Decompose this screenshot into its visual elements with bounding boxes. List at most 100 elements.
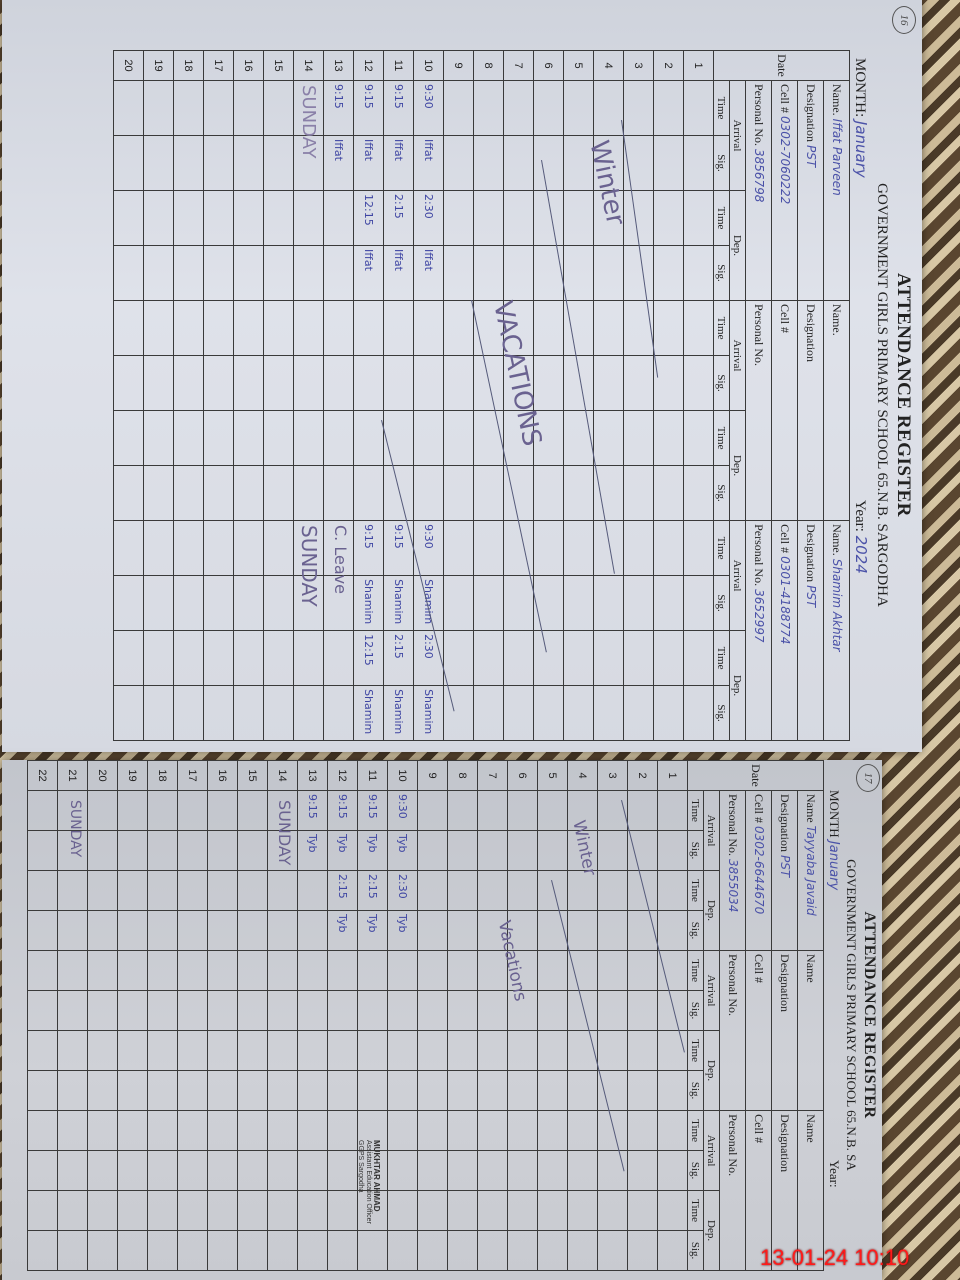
stamp-line: GGPS Sargodha: [357, 1140, 364, 1193]
time-cell: [147, 1110, 178, 1151]
table-row: 19: [143, 50, 174, 741]
signature-cell: Tyb: [297, 830, 328, 871]
time-cell: [353, 410, 384, 466]
signature-cell: [237, 830, 268, 871]
signature-cell: Tyb: [387, 830, 418, 871]
signature-cell: [173, 245, 204, 301]
signature-cell: [657, 1150, 688, 1191]
personal-label: Personal No.: [726, 1114, 740, 1177]
signature-cell: [443, 245, 474, 301]
cell-label: Cell #: [778, 524, 792, 554]
time-header: Time: [713, 80, 730, 136]
signature-cell: Tyb: [387, 910, 418, 951]
signature-cell: [173, 575, 204, 631]
time-cell: [297, 870, 328, 911]
time-cell: [477, 1190, 508, 1231]
time-cell: [653, 190, 684, 246]
signature-cell: [593, 245, 624, 301]
signature-cell: [417, 1070, 448, 1111]
time-cell: [417, 1030, 448, 1071]
day-number: 1: [657, 760, 688, 791]
time-header: Time: [713, 190, 730, 246]
day-number: 8: [473, 50, 504, 81]
time-cell: [173, 410, 204, 466]
name-value: Shamim Akhtar: [830, 558, 844, 652]
time-cell: [117, 790, 148, 831]
signature-cell: [267, 1070, 298, 1111]
time-cell: [207, 950, 238, 991]
signature-cell: [293, 685, 324, 741]
signature-cell: [477, 990, 508, 1031]
departure-header: Dep.: [729, 410, 746, 521]
time-cell: [507, 870, 538, 911]
signature-cell: [473, 465, 504, 521]
time-cell: [27, 1190, 58, 1231]
time-cell: [143, 190, 174, 246]
signature-cell: [357, 990, 388, 1031]
signature-cell: [413, 355, 444, 411]
time-cell: [473, 190, 504, 246]
signature-cell: [87, 1150, 118, 1191]
time-cell: [533, 520, 564, 576]
time-cell: [293, 410, 324, 466]
page-number: 17: [856, 764, 880, 792]
designation-label: Designation: [804, 524, 818, 583]
signature-cell: [27, 1070, 58, 1111]
time-cell: [177, 790, 208, 831]
signature-cell: [627, 1230, 658, 1271]
time-cell: 2:30: [413, 190, 444, 246]
time-cell: [113, 630, 144, 686]
name-field: Name Tayyaba Javaid: [797, 790, 824, 951]
header-row-cell: Cell # 0302-6644670 Cell # Cell #: [745, 761, 772, 1271]
time-cell: [627, 1030, 658, 1071]
time-cell: [203, 630, 234, 686]
personal-field: Personal No. 3855034: [719, 790, 746, 951]
stamp-line: Assistant Education Officer: [365, 1140, 372, 1224]
month-label: MONTH: [827, 790, 842, 838]
signature-cell: [503, 575, 534, 631]
table-row: 17: [177, 760, 208, 1271]
day-number: 3: [597, 760, 628, 791]
time-cell: [383, 410, 414, 466]
time-cell: [387, 1190, 418, 1231]
time-cell: [503, 190, 534, 246]
table-row: 15: [237, 760, 268, 1271]
signature-cell: [27, 830, 58, 871]
time-cell: [537, 1190, 568, 1231]
signature-cell: [657, 830, 688, 871]
signature-cell: [533, 135, 564, 191]
signature-cell: [477, 1150, 508, 1191]
time-cell: [657, 1190, 688, 1231]
time-cell: [27, 1030, 58, 1071]
time-cell: [87, 1190, 118, 1231]
year-field: Year:: [826, 1160, 842, 1188]
day-number: 15: [263, 50, 294, 81]
time-cell: 9:15: [297, 790, 328, 831]
day-number: 2: [627, 760, 658, 791]
time-cell: [567, 950, 598, 991]
signature-cell: [233, 685, 264, 741]
attendance-table-left: Date Name. Iffat Parveen Name. Name. Shami…: [113, 50, 850, 741]
day-number: 19: [143, 50, 174, 81]
signature-cell: [57, 1070, 88, 1111]
time-cell: [597, 950, 628, 991]
signature-cell: [447, 1230, 478, 1271]
day-number: 22: [27, 760, 58, 791]
signature-cell: [87, 1070, 118, 1111]
time-cell: [203, 80, 234, 136]
time-cell: [297, 1030, 328, 1071]
time-cell: [597, 1030, 628, 1071]
time-cell: [293, 190, 324, 246]
time-cell: [263, 630, 294, 686]
personal-field: Personal No.: [745, 300, 772, 521]
time-cell: [653, 410, 684, 466]
signature-cell: [27, 1150, 58, 1191]
time-cell: [267, 870, 298, 911]
table-row: 6: [533, 50, 564, 741]
signature-cell: [147, 1230, 178, 1271]
time-cell: [447, 870, 478, 911]
day-number: 13: [297, 760, 328, 791]
school-name: GOVERNMENT GIRLS PRIMARY SCHOOL 65.N.B. …: [844, 859, 859, 1171]
signature-cell: [597, 1230, 628, 1271]
time-cell: [627, 1110, 658, 1151]
